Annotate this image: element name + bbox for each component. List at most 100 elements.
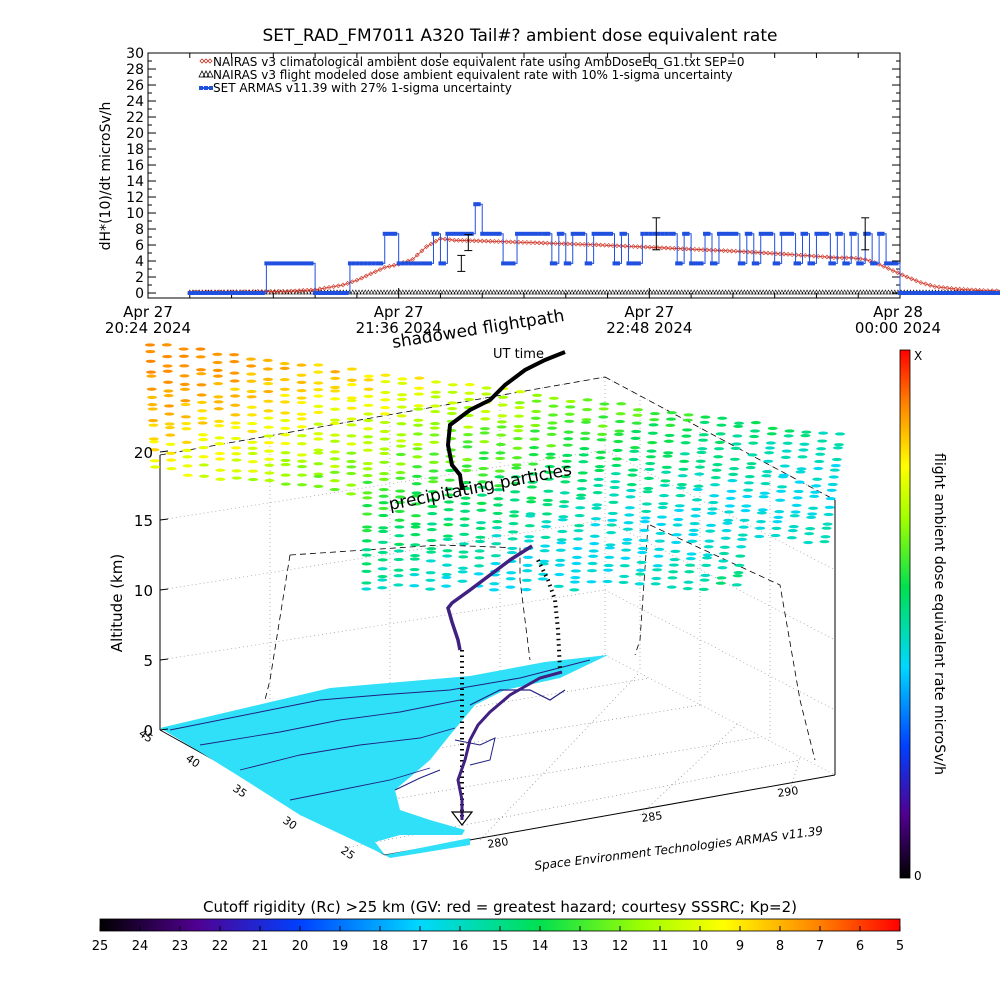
dose-field-mark — [543, 477, 554, 481]
armas-point — [598, 231, 603, 236]
climatological-point — [684, 246, 690, 252]
dose-field-mark — [377, 567, 388, 571]
dose-field-mark — [362, 504, 373, 508]
dose-field-mark — [602, 579, 613, 584]
dose-field-mark — [656, 522, 667, 527]
dose-field-mark — [708, 500, 719, 505]
dose-field-mark — [830, 463, 841, 468]
climatological-point — [753, 249, 759, 255]
climatological-point — [354, 277, 360, 283]
dose-field-mark — [279, 393, 290, 398]
armas-point — [950, 291, 955, 295]
armas-point — [904, 291, 909, 295]
dose-field-mark — [683, 413, 694, 417]
dose-field-mark — [505, 577, 516, 581]
dose-field-mark — [313, 448, 324, 452]
legend-marker-triangle — [202, 70, 210, 78]
dose-field-mark — [378, 513, 389, 518]
dose-field-mark — [410, 554, 421, 558]
dose-field-mark — [195, 368, 206, 372]
modeled-point — [864, 289, 870, 295]
dose-field-mark — [572, 546, 583, 551]
dose-field-mark — [631, 429, 642, 434]
armas-point — [622, 231, 627, 236]
climatological-point — [708, 247, 714, 253]
dose-field-mark — [693, 484, 704, 488]
dose-field-mark — [788, 525, 799, 529]
dose-field-mark — [413, 407, 424, 411]
dose-field-mark — [460, 509, 471, 513]
dose-field-mark — [563, 430, 574, 434]
modeled-point — [657, 289, 663, 295]
armas-point — [793, 261, 798, 266]
dose-field-mark — [490, 554, 501, 558]
dose-field-mark — [582, 407, 593, 412]
dose-field-mark — [279, 387, 290, 391]
dose-field-mark — [425, 587, 436, 591]
dose-field-mark — [546, 432, 557, 436]
dose-field-mark — [444, 478, 455, 482]
climatological-point — [300, 288, 306, 293]
armas-point — [294, 261, 299, 266]
armas-point — [619, 231, 624, 236]
armas-point — [302, 261, 307, 266]
dose-field-mark — [671, 533, 682, 537]
dose-field-mark — [680, 441, 691, 445]
bottom-colorbar-tick-label: 14 — [532, 939, 549, 954]
bottom-colorbar-tick-label: 16 — [452, 939, 469, 954]
dose-field-mark — [639, 528, 650, 532]
bottom-colorbar-tick-label: 19 — [332, 939, 349, 954]
dose-field-mark — [609, 493, 620, 497]
dose-field-mark — [668, 570, 679, 574]
right-colorbar-bottom-label: 0 — [914, 869, 922, 883]
modeled-point — [660, 289, 666, 295]
modeled-point — [347, 289, 353, 295]
dose-field-mark — [580, 420, 591, 424]
dose-field-mark — [564, 419, 575, 423]
dose-field-mark — [679, 459, 690, 463]
dose-field-mark — [565, 405, 576, 409]
annotation-armas-credit: Space Environment Technologies ARMAS v11… — [534, 824, 824, 873]
armas-point — [408, 261, 413, 266]
dose-field-mark — [428, 460, 439, 464]
dose-field-mark — [612, 457, 623, 461]
climatological-point — [326, 284, 332, 290]
dose-field-mark — [329, 464, 340, 468]
dose-field-mark — [735, 554, 746, 558]
dose-field-mark — [496, 433, 507, 437]
dose-field-mark — [647, 441, 658, 445]
dose-field-mark — [547, 413, 558, 417]
dose-field-mark — [414, 386, 425, 390]
dose-field-mark — [197, 416, 208, 420]
dose-field-mark — [231, 476, 242, 480]
modeled-point — [629, 289, 635, 295]
legend-marker-diamond — [207, 58, 213, 64]
armas-point — [765, 231, 770, 236]
modeled-point — [400, 289, 406, 295]
dose-field-mark — [478, 456, 489, 461]
dose-field-mark — [575, 496, 586, 500]
altitude-tick — [159, 450, 169, 453]
armas-point — [807, 261, 812, 266]
modeled-point — [879, 289, 885, 295]
dose-field-mark — [361, 539, 372, 543]
climatological-point — [667, 245, 673, 251]
climatological-point — [532, 240, 538, 246]
dose-field-mark — [428, 476, 439, 480]
armas-point — [329, 291, 334, 295]
armas-point — [577, 231, 582, 236]
dose-field-mark — [329, 487, 340, 492]
dose-field-mark — [212, 352, 223, 356]
top-y-tick-label: 10 — [126, 206, 144, 222]
dose-field-mark — [606, 531, 617, 535]
dose-field-mark — [757, 508, 768, 512]
dose-field-mark — [637, 546, 648, 551]
dose-field-mark — [410, 543, 421, 547]
dose-field-mark — [560, 480, 571, 484]
armas-point — [260, 291, 265, 295]
dose-field-mark — [409, 557, 420, 561]
dose-field-mark — [380, 390, 391, 395]
armas-point — [416, 261, 421, 266]
dose-field-mark — [681, 434, 692, 438]
dose-field-mark — [639, 519, 650, 524]
